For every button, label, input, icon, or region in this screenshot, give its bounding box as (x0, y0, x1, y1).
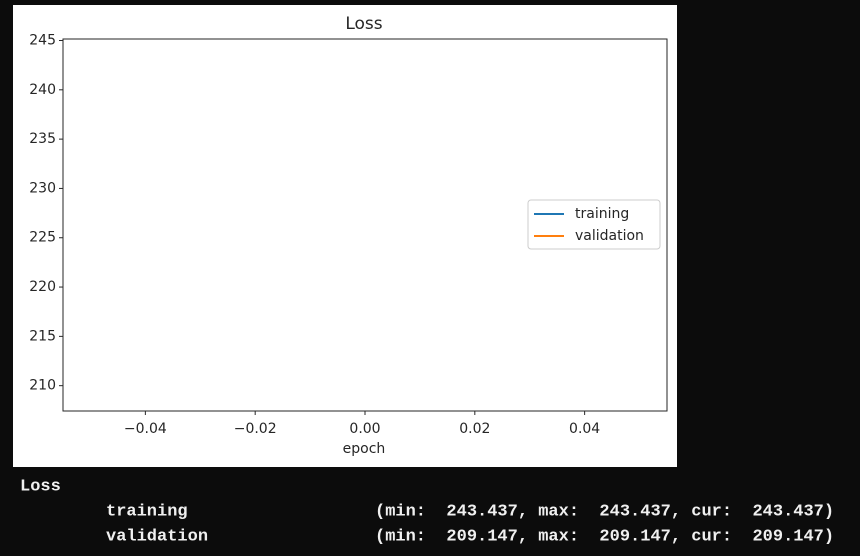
y-tick-label: 235 (29, 131, 56, 147)
y-tick-label: 210 (29, 378, 56, 394)
y-tick-label: 220 (29, 279, 56, 295)
y-tick-label: 225 (29, 230, 56, 246)
log-stats: (min: 243.437, max: 243.437, cur: 243.43… (375, 502, 834, 521)
x-tick-label: 0.00 (349, 421, 380, 437)
legend-label: validation (575, 228, 644, 244)
x-tick-label: −0.04 (124, 421, 167, 437)
chart-title: Loss (345, 14, 382, 34)
log-name: validation (106, 527, 208, 546)
x-tick-label: 0.02 (459, 421, 490, 437)
log-name: training (106, 502, 188, 521)
log-stats: (min: 209.147, max: 209.147, cur: 209.14… (375, 527, 834, 546)
legend-label: training (575, 206, 629, 222)
y-tick-label: 240 (29, 82, 56, 98)
log-title: Loss (20, 477, 61, 496)
x-tick-label: 0.04 (569, 421, 600, 437)
x-tick-label: −0.02 (234, 421, 277, 437)
y-tick-label: 230 (29, 180, 56, 196)
legend: training validation (527, 199, 661, 250)
y-tick-label: 245 (29, 32, 56, 48)
y-tick-label: 215 (29, 328, 56, 344)
x-axis-label: epoch (343, 441, 386, 457)
